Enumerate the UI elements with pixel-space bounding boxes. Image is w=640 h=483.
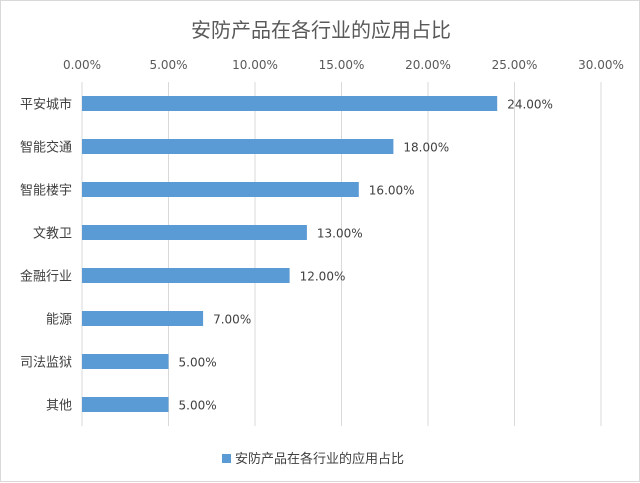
data-label: 12.00% — [300, 270, 346, 284]
legend-swatch — [222, 454, 231, 463]
category-label: 智能楼宇 — [20, 184, 72, 199]
category-label: 能源 — [46, 313, 72, 328]
bar — [82, 182, 359, 197]
category-label: 智能交通 — [20, 140, 72, 156]
data-label: 7.00% — [213, 313, 251, 327]
gridlines — [81, 82, 602, 426]
category-label: 金融行业 — [20, 269, 72, 285]
data-label: 24.00% — [507, 98, 553, 112]
x-tick-label: 5.00% — [149, 58, 187, 72]
bar — [82, 96, 498, 111]
data-label: 5.00% — [179, 356, 217, 370]
legend-label: 安防产品在各行业的应用占比 — [235, 451, 404, 467]
data-label: 5.00% — [179, 399, 217, 413]
x-tick-label: 10.00% — [232, 58, 278, 72]
bars — [82, 96, 498, 412]
x-tick-label: 20.00% — [405, 58, 451, 72]
bar — [82, 311, 204, 326]
x-tick-label: 15.00% — [319, 58, 365, 72]
category-label: 文教卫 — [33, 226, 72, 242]
chart-title: 安防产品在各行业的应用占比 — [191, 18, 451, 42]
bar — [82, 268, 290, 283]
category-label: 其他 — [46, 399, 72, 414]
bar — [82, 139, 394, 154]
bar — [82, 354, 169, 369]
data-label: 18.00% — [403, 141, 449, 155]
x-tick-label: 30.00% — [578, 58, 624, 72]
data-labels: 24.00% 18.00% 16.00% 13.00% 12.00% 7.00% 5.00%… — [179, 98, 553, 413]
category-label: 司法监狱 — [20, 356, 72, 371]
data-label: 13.00% — [317, 227, 363, 241]
data-label: 16.00% — [369, 184, 415, 198]
x-tick-label: 0.00% — [63, 58, 101, 72]
x-axis-tick-labels: 0.00% 5.00% 10.00% 15.00% 20.00% 25.00% 30.00% — [63, 58, 624, 72]
bar — [82, 397, 169, 412]
x-tick-label: 25.00% — [492, 58, 538, 72]
legend: 安防产品在各行业的应用占比 — [222, 451, 404, 467]
category-label: 平安城市 — [20, 97, 72, 113]
bar — [82, 225, 307, 240]
